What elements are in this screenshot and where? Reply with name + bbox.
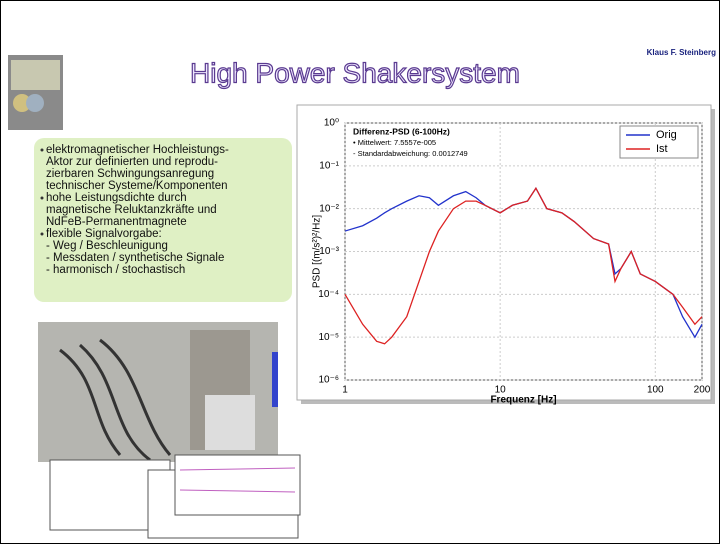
bullet-text: - Messdaten / synthetische Signale — [46, 252, 224, 264]
y-tick-label: 10⁻⁶ — [318, 375, 339, 386]
bullet-list: elektromagnetischer Hochleistungs-Aktor … — [41, 144, 229, 276]
book-cover — [8, 55, 63, 130]
y-axis-label: PSD [(m/s²)²/Hz] — [312, 215, 323, 289]
bullet-text: - Weg / Beschleunigung — [46, 240, 168, 252]
bullet-text: NdFeB-Permanentmagnete — [46, 216, 187, 228]
x-tick-label: 1 — [342, 385, 348, 396]
y-tick-label: 10⁻⁵ — [318, 332, 339, 343]
bullet-dot — [41, 233, 44, 236]
bullet-text: hohe Leistungsdichte durch — [46, 192, 187, 204]
photo-rack — [38, 322, 278, 462]
annotation: • Mittelwert: 7.5557e-005 — [353, 138, 436, 147]
bullet-text: - harmonisch / stochastisch — [46, 264, 185, 276]
y-tick-label: 10⁻¹ — [319, 160, 339, 171]
bullet-text: magnetische Reluktanzkräfte und — [46, 204, 217, 216]
y-tick-label: 10⁻⁴ — [318, 289, 339, 300]
photo-screens — [50, 455, 300, 538]
author: Klaus F. Steinberg — [647, 48, 716, 57]
bullet-dot — [41, 197, 44, 200]
bullet-text: technischer Systeme/Komponenten — [46, 180, 228, 192]
slide: High Power Shakersystem Klaus F. Steinbe… — [0, 0, 720, 544]
bullet-text: zierbaren Schwingungsanregung — [46, 168, 214, 180]
annotation: - Standardabweichung: 0.0012749 — [353, 149, 468, 158]
bullet-text: elektromagnetischer Hochleistungs- — [46, 144, 229, 156]
bullet-text: flexible Signalvorgabe: — [46, 228, 162, 240]
x-tick-label: 100 — [647, 385, 664, 396]
legend-label: Ist — [656, 143, 668, 155]
slide-title: High Power Shakersystem — [190, 57, 520, 88]
x-tick-label: 200 — [694, 385, 711, 396]
bullet-text: Aktor zur definierten und reprodu- — [46, 156, 218, 168]
bullet-dot — [41, 149, 44, 152]
y-tick-label: 10⁻² — [319, 203, 339, 214]
x-axis-label: Frequenz [Hz] — [490, 395, 556, 406]
legend-label: Orig — [656, 129, 677, 141]
y-tick-label: 10⁰ — [324, 118, 339, 129]
annotation: Differenz-PSD (6-100Hz) — [353, 126, 450, 136]
